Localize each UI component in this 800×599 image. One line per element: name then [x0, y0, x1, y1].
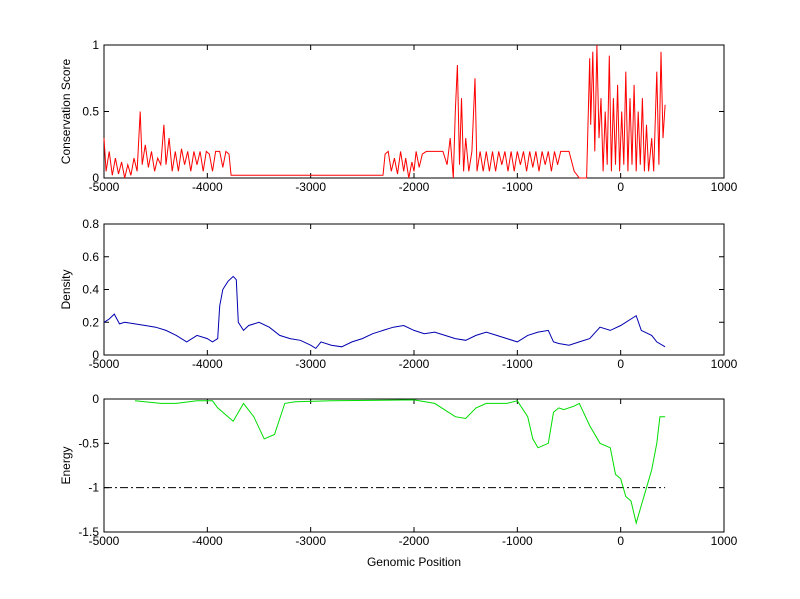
axes-box — [103, 44, 725, 179]
x-tick-label: -2000 — [399, 357, 430, 371]
x-tick-label: 0 — [617, 534, 624, 548]
x-tick-label: -3000 — [295, 180, 326, 194]
y-tick-label: -1.5 — [78, 525, 99, 539]
y-tick-label: -1 — [88, 481, 99, 495]
y-tick-label: 0.5 — [82, 105, 99, 119]
y-axis-label: Conservation Score — [59, 58, 73, 164]
x-tick-label: 1000 — [711, 534, 738, 548]
x-tick-label: -5000 — [89, 357, 120, 371]
x-tick-label: 1000 — [711, 357, 738, 371]
y-tick-label: 0 — [92, 348, 99, 362]
x-tick-label: 0 — [617, 357, 624, 371]
x-tick-label: -5000 — [89, 180, 120, 194]
y-axis-label: Density — [59, 269, 73, 309]
x-tick-label: -2000 — [399, 534, 430, 548]
y-axis-label: Energy — [59, 446, 73, 484]
x-tick-label: -4000 — [192, 534, 223, 548]
y-tick-label: 0.2 — [82, 315, 99, 329]
data-line — [103, 275, 666, 350]
x-tick-label: -2000 — [399, 180, 430, 194]
x-tick-label: -4000 — [192, 357, 223, 371]
x-axis-label: Genomic Position — [367, 555, 461, 569]
y-tick-label: 1 — [92, 38, 99, 52]
x-tick-label: 1000 — [711, 180, 738, 194]
y-tick-label: 0 — [92, 392, 99, 406]
x-tick-label: -1000 — [502, 534, 533, 548]
data-line — [103, 44, 666, 179]
y-tick-label: -0.5 — [78, 436, 99, 450]
x-tick-label: -4000 — [192, 180, 223, 194]
x-tick-label: -3000 — [295, 534, 326, 548]
x-tick-label: -1000 — [502, 357, 533, 371]
y-tick-label: 0.6 — [82, 250, 99, 264]
x-tick-label: 0 — [617, 180, 624, 194]
y-tick-label: 0 — [92, 171, 99, 185]
axes-box — [103, 223, 725, 356]
y-tick-label: 0.4 — [82, 283, 99, 297]
x-tick-label: -1000 — [502, 180, 533, 194]
x-tick-label: -5000 — [89, 534, 120, 548]
y-tick-label: 0.8 — [82, 217, 99, 231]
axes-box — [103, 398, 725, 533]
x-tick-label: -3000 — [295, 357, 326, 371]
data-line — [134, 399, 666, 526]
